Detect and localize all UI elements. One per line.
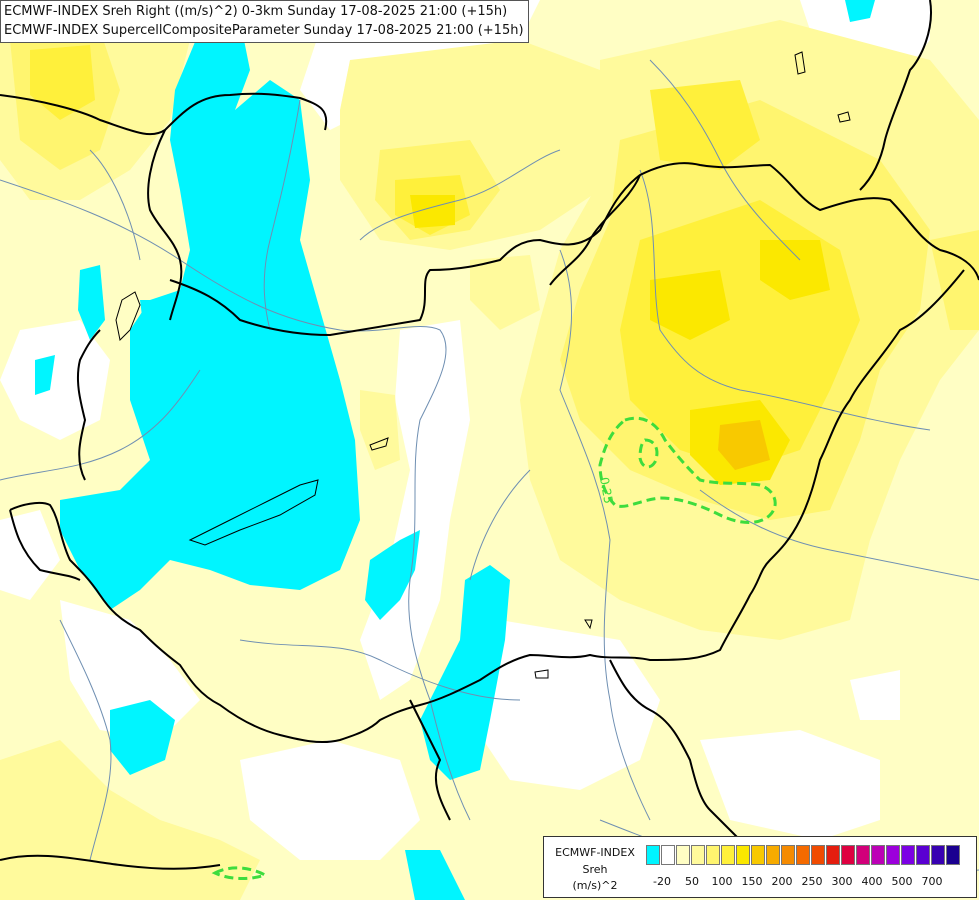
legend-swatch xyxy=(931,845,945,865)
legend-tick-label: -20 xyxy=(653,875,671,888)
legend-tick-label: 50 xyxy=(685,875,699,888)
legend-swatch xyxy=(766,845,780,865)
map-title-line-1: ECMWF-INDEX Sreh Right ((m/s)^2) 0-3km S… xyxy=(4,4,508,19)
legend-swatch xyxy=(886,845,900,865)
legend-tick-label: 500 xyxy=(891,875,913,888)
legend-swatch xyxy=(916,845,930,865)
legend-swatch xyxy=(946,845,960,865)
legend-source: ECMWF-INDEX xyxy=(555,846,635,859)
legend-tick-label: 300 xyxy=(831,875,853,888)
field-white-areas xyxy=(0,0,930,860)
legend-swatch xyxy=(841,845,855,865)
legend-swatch xyxy=(661,845,675,865)
legend-swatches xyxy=(646,845,961,865)
legend-swatch xyxy=(751,845,765,865)
scp-contours xyxy=(211,416,777,880)
legend-swatch xyxy=(721,845,735,865)
legend-tick-label: 250 xyxy=(801,875,823,888)
legend-swatch xyxy=(706,845,720,865)
legend-swatch xyxy=(796,845,810,865)
legend-unit: (m/s)^2 xyxy=(572,879,618,892)
legend-variable: Sreh xyxy=(582,863,608,876)
legend-tick-label: 100 xyxy=(711,875,733,888)
legend-tick-label: 150 xyxy=(741,875,763,888)
map-title-box: ECMWF-INDEX Sreh Right ((m/s)^2) 0-3km S… xyxy=(0,0,529,43)
legend-swatch xyxy=(856,845,870,865)
legend-tick-label: 400 xyxy=(861,875,883,888)
country-borders xyxy=(0,0,979,870)
legend-tick-label: 200 xyxy=(771,875,793,888)
legend-swatch xyxy=(826,845,840,865)
legend-swatch xyxy=(781,845,795,865)
lakes xyxy=(115,51,851,679)
legend-swatch xyxy=(646,845,660,865)
legend-swatch xyxy=(736,845,750,865)
field-cyan xyxy=(35,0,875,900)
legend-swatch xyxy=(871,845,885,865)
map-title-line-2: ECMWF-INDEX SupercellCompositeParameter … xyxy=(4,23,524,38)
legend-tick-label: 700 xyxy=(921,875,943,888)
contour-label: 0.25 xyxy=(597,476,615,505)
field-orange xyxy=(718,420,770,470)
legend-swatch xyxy=(811,845,825,865)
legend-swatch xyxy=(691,845,705,865)
legend-swatch xyxy=(676,845,690,865)
legend-swatch xyxy=(901,845,915,865)
color-legend: ECMWF-INDEX Sreh (m/s)^2 -20 50 100 150 200 2… xyxy=(543,836,977,898)
